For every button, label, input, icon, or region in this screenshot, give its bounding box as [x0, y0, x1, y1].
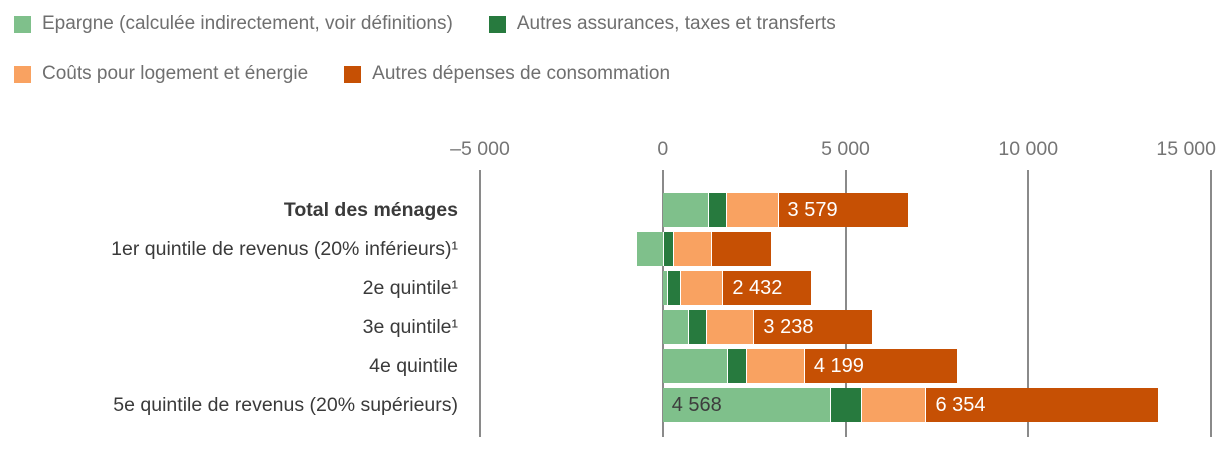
- bar-segment: 3 579: [777, 193, 909, 227]
- bar-segment: 2 432: [722, 271, 812, 305]
- bar-segment: 6 354: [925, 388, 1158, 422]
- bar-segment: [672, 232, 711, 266]
- bar-segment: [662, 310, 689, 344]
- legend-label: Epargne (calculée indirectement, voir dé…: [42, 13, 453, 34]
- category-label: Total des ménages: [283, 199, 458, 221]
- bar-segment: [706, 310, 754, 344]
- category-label: 1er quintile de revenus (20% inférieurs)…: [111, 238, 458, 260]
- category-label: 3e quintile¹: [362, 316, 458, 338]
- legend-label: Autres assurances, taxes et transferts: [516, 13, 836, 34]
- legend-swatch-icon: [488, 15, 506, 33]
- category-label: 2e quintile¹: [362, 277, 458, 299]
- legend-swatch-icon: [14, 65, 31, 83]
- value-label: 4 199: [813, 355, 864, 377]
- gridline: [1210, 170, 1212, 437]
- bar-segment: [662, 193, 709, 227]
- bar-segment: 4 199: [803, 349, 958, 383]
- x-tick-label: 0: [657, 138, 669, 160]
- bar-segment: [861, 388, 926, 422]
- bar-segment: [662, 349, 727, 383]
- value-label: 6 354: [935, 394, 986, 416]
- legend-item: Autres assurances, taxes et transferts: [488, 12, 836, 36]
- chart-legend: Epargne (calculée indirectement, voir dé…: [14, 12, 836, 86]
- legend-item: Coûts pour logement et énergie: [14, 62, 308, 86]
- x-tick-label: 15 000: [1156, 138, 1216, 160]
- bar-segment: [710, 232, 772, 266]
- x-tick-label: 5 000: [821, 138, 870, 160]
- legend-swatch-icon: [14, 15, 31, 33]
- category-label: 5e quintile de revenus (20% supérieurs): [113, 394, 458, 416]
- legend-label: Coûts pour logement et énergie: [42, 63, 309, 84]
- x-tick-label: –5 000: [450, 138, 510, 160]
- bar-segment: [745, 349, 804, 383]
- legend-item: Epargne (calculée indirectement, voir dé…: [14, 12, 453, 36]
- x-tick-label: 10 000: [998, 138, 1059, 160]
- bar-segment: [708, 193, 727, 227]
- gridline: [1027, 170, 1030, 437]
- bar-segment: [680, 271, 723, 305]
- bar-segment: [829, 388, 862, 422]
- value-label: 3 238: [763, 316, 814, 338]
- bar-segment: [726, 193, 778, 227]
- gridline: [479, 170, 481, 437]
- legend-item: Autres dépenses de consommation: [344, 62, 670, 86]
- value-label: 3 579: [787, 199, 838, 221]
- bar-segment: [688, 310, 707, 344]
- value-label: 2 432: [732, 277, 783, 299]
- bar-segment: [662, 232, 673, 266]
- legend-swatch-icon: [344, 65, 362, 83]
- legend-label: Autres dépenses de consommation: [372, 63, 671, 84]
- legend-row-1: Epargne (calculée indirectement, voir dé…: [14, 12, 836, 36]
- bar-segment: 3 238: [753, 310, 872, 344]
- bar-segment: [726, 349, 746, 383]
- bar-segment: [662, 271, 668, 305]
- legend-row-2: Coûts pour logement et énergie Autres dép…: [14, 62, 836, 86]
- gridline: [844, 170, 847, 437]
- bar-segment: [667, 271, 681, 305]
- bar-segment: 4 568: [662, 388, 830, 422]
- value-label: 4 568: [671, 394, 722, 416]
- bar-segment: [636, 232, 663, 266]
- category-label: 4e quintile: [369, 355, 458, 377]
